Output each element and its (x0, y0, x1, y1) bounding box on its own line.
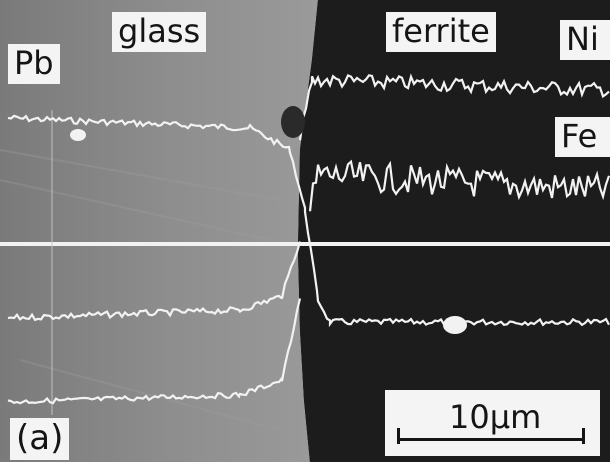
ferrite-region (298, 0, 610, 462)
scale-bar (397, 438, 585, 441)
scale-bar-label: 10μm (449, 398, 542, 436)
ni-label: Ni (560, 20, 610, 60)
glass-label: glass (112, 12, 207, 52)
scale-tick-left (397, 428, 400, 444)
particle (443, 316, 467, 334)
scale-tick-right (582, 428, 585, 444)
profile-traces (7, 73, 610, 405)
particle (70, 129, 86, 141)
glass-streaks (0, 149, 281, 431)
ferrite-label: ferrite (386, 12, 496, 52)
particle (281, 106, 305, 138)
fe-label: Fe (555, 117, 610, 157)
panel-label: (a) (10, 418, 70, 460)
glass-region (0, 0, 318, 462)
pb-label: Pb (8, 44, 60, 84)
scale-bar-box: 10μm (385, 390, 600, 456)
